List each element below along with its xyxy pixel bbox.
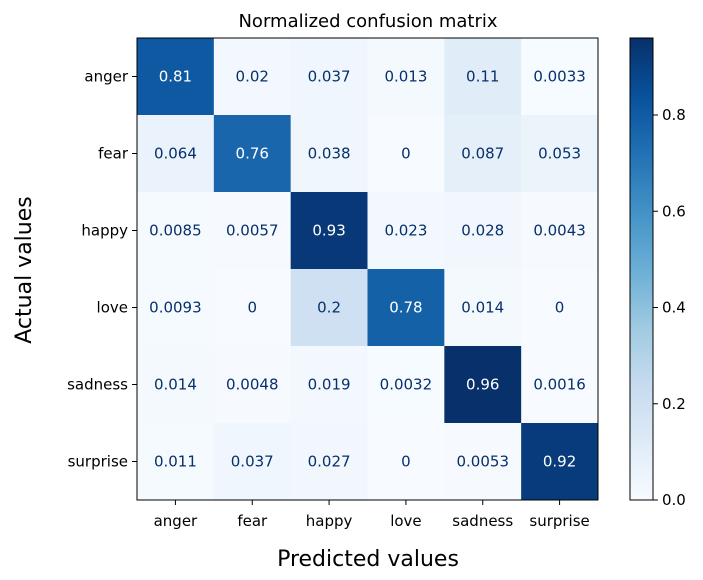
heatmap-cell <box>444 192 522 270</box>
cell-value-label: 0.93 <box>312 222 345 240</box>
heatmap-cell <box>367 115 445 193</box>
cell-value-label: 0.76 <box>236 145 269 163</box>
cell-value-label: 0 <box>401 453 411 471</box>
matrix-frame <box>136 37 599 501</box>
cell-value-label: 0.02 <box>236 68 269 86</box>
x-axis-title: Predicted values <box>277 547 459 572</box>
heatmap-cell <box>367 192 445 270</box>
x-tick-label: happy <box>306 512 353 530</box>
cell-value-label: 0.0093 <box>149 299 202 317</box>
colorbar-tick-label: 0.2 <box>662 395 686 413</box>
heatmap-cell <box>290 38 368 116</box>
cell-value-label: 0.028 <box>461 222 504 240</box>
cell-value-label: 0.0085 <box>149 222 202 240</box>
cell-value-label: 0.023 <box>384 222 427 240</box>
chart-title: Normalized confusion matrix <box>238 11 497 32</box>
cell-value-label: 0.053 <box>538 145 581 163</box>
heatmap-cell <box>213 346 292 424</box>
heatmap-cell <box>367 346 445 424</box>
x-tick-label: love <box>390 512 421 530</box>
cell-value-label: 0.96 <box>466 376 499 394</box>
heatmap-cell <box>137 423 215 501</box>
heatmap-cell <box>137 115 215 193</box>
colorbar-tick-label: 0.8 <box>662 106 686 124</box>
cell-value-label: 0.0053 <box>457 453 510 471</box>
heatmap-cell <box>213 192 292 270</box>
heatmap-cell <box>444 38 522 116</box>
x-tick-label: surprise <box>529 512 589 530</box>
cell-value-label: 0.0032 <box>380 376 433 394</box>
cell-value-label: 0 <box>401 145 411 163</box>
heatmap-cell <box>213 423 292 501</box>
heatmap-cells: 0.81 0.02 0.037 0.013 0.11 0.0033 0.064 0.76 0.0… <box>137 38 599 501</box>
cell-value-label: 0 <box>555 299 565 317</box>
x-tick-label: fear <box>237 512 268 530</box>
y-axis-ticks: anger fear happy love sadness surprise <box>67 68 137 471</box>
cell-value-label: 0.92 <box>543 453 576 471</box>
heatmap-cell <box>213 269 292 347</box>
x-axis-ticks: anger fear happy love sadness surprise <box>154 500 590 530</box>
heatmap-cell <box>444 423 522 501</box>
y-tick-label: happy <box>81 222 128 240</box>
heatmap-cell <box>521 115 599 193</box>
cell-value-label: 0.064 <box>154 145 197 163</box>
heatmap-cell <box>137 38 215 116</box>
colorbar: 0.0 0.2 0.4 0.6 0.8 <box>629 37 686 509</box>
heatmap-cell <box>367 38 445 116</box>
cell-value-label: 0.11 <box>466 68 499 86</box>
heatmap-cell <box>290 192 368 270</box>
cell-value-label: 0.087 <box>461 145 504 163</box>
heatmap-cell <box>290 269 368 347</box>
heatmap-cell <box>213 115 292 193</box>
heatmap-cell <box>213 38 292 116</box>
cell-value-label: 0.81 <box>159 68 192 86</box>
x-tick-label: sadness <box>452 512 513 530</box>
y-tick-label: love <box>97 299 128 317</box>
heatmap-cell <box>367 269 445 347</box>
cell-value-label: 0.038 <box>308 145 351 163</box>
y-tick-label: sadness <box>67 376 128 394</box>
cell-value-label: 0.0048 <box>226 376 279 394</box>
cell-value-label: 0.0033 <box>533 68 586 86</box>
x-tick-label: anger <box>154 512 198 530</box>
y-axis-title: Actual values <box>12 196 37 343</box>
cell-value-label: 0.014 <box>461 299 504 317</box>
colorbar-tick-label: 0.0 <box>662 491 686 509</box>
cell-value-label: 0.0016 <box>533 376 586 394</box>
colorbar-tick-label: 0.6 <box>662 202 686 220</box>
colorbar-gradient <box>629 37 654 501</box>
colorbar-tick-label: 0.4 <box>662 299 686 317</box>
cell-value-label: 0.037 <box>231 453 274 471</box>
heatmap-cell <box>290 115 368 193</box>
cell-value-label: 0 <box>247 299 257 317</box>
cell-value-label: 0.011 <box>154 453 197 471</box>
y-tick-label: surprise <box>68 453 128 471</box>
cell-value-label: 0.0043 <box>533 222 586 240</box>
cell-value-label: 0.78 <box>389 299 422 317</box>
heatmap-cell <box>521 269 599 347</box>
y-tick-label: anger <box>84 68 128 86</box>
cell-value-label: 0.019 <box>308 376 351 394</box>
cell-value-label: 0.013 <box>384 68 427 86</box>
cell-value-label: 0.027 <box>308 453 351 471</box>
cell-value-label: 0.037 <box>308 68 351 86</box>
heatmap-cell <box>137 269 215 347</box>
cell-value-label: 0.0057 <box>226 222 279 240</box>
heatmap-cell <box>137 346 215 424</box>
heatmap-cell <box>521 346 599 424</box>
heatmap-cell <box>521 423 599 501</box>
y-tick-label: fear <box>98 145 129 163</box>
heatmap-cell <box>444 115 522 193</box>
cell-value-label: 0.2 <box>317 299 341 317</box>
heatmap-cell <box>521 38 599 116</box>
heatmap-cell <box>444 346 522 424</box>
heatmap-cell <box>444 269 522 347</box>
heatmap-cell <box>521 192 599 270</box>
cell-value-label: 0.014 <box>154 376 197 394</box>
heatmap-cell <box>137 192 215 270</box>
heatmap-cell <box>290 346 368 424</box>
heatmap-cell <box>367 423 445 501</box>
heatmap-cell <box>290 423 368 501</box>
